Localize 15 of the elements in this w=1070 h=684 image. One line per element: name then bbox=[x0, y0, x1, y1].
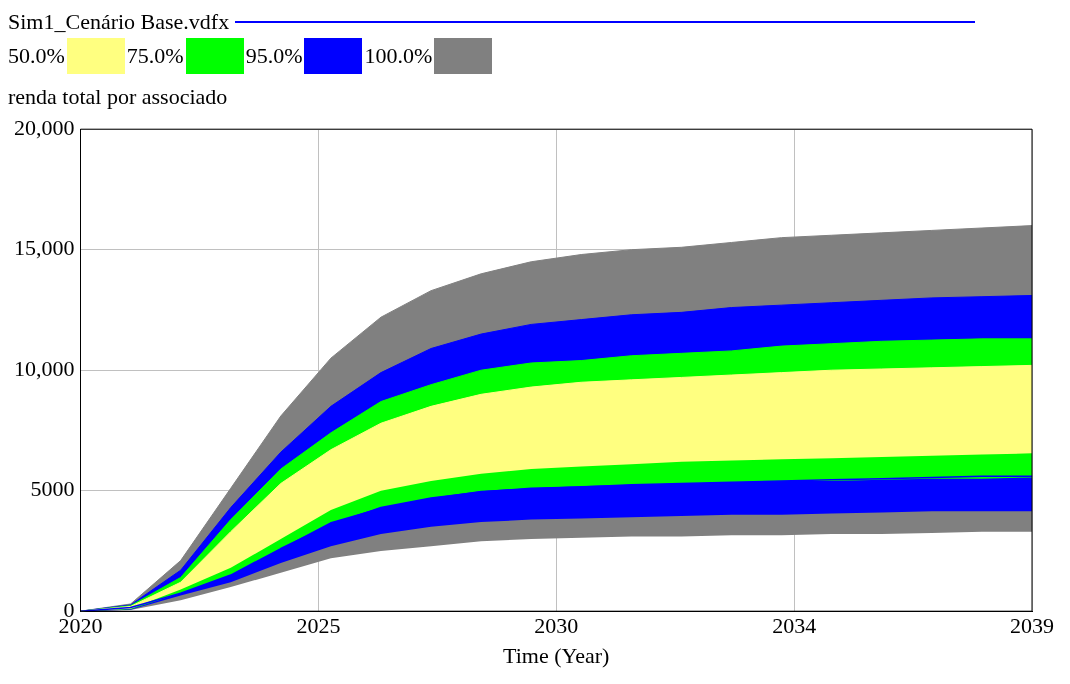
legend-label: Sim1_Cenário Base.vdfx bbox=[8, 9, 230, 35]
legend-label: 100.0% bbox=[364, 43, 433, 69]
legend-label: 95.0% bbox=[245, 43, 303, 69]
y-tick-label: 15,000 bbox=[14, 235, 75, 261]
legend-label: 75.0% bbox=[126, 43, 184, 69]
x-tick-label: 2025 bbox=[296, 613, 341, 639]
x-tick-label: 2039 bbox=[1010, 613, 1054, 639]
x-tick-label: 2030 bbox=[534, 613, 579, 639]
legend-label: 50.0% bbox=[8, 43, 65, 69]
y-tick-label: 20,000 bbox=[14, 114, 75, 140]
chart-title: renda total por associado bbox=[8, 84, 229, 110]
x-tick-label: 2034 bbox=[772, 613, 817, 639]
x-axis-title: Time (Year) bbox=[503, 642, 610, 668]
y-tick-label: 10,000 bbox=[14, 355, 75, 381]
y-tick-label: 5000 bbox=[30, 476, 75, 502]
